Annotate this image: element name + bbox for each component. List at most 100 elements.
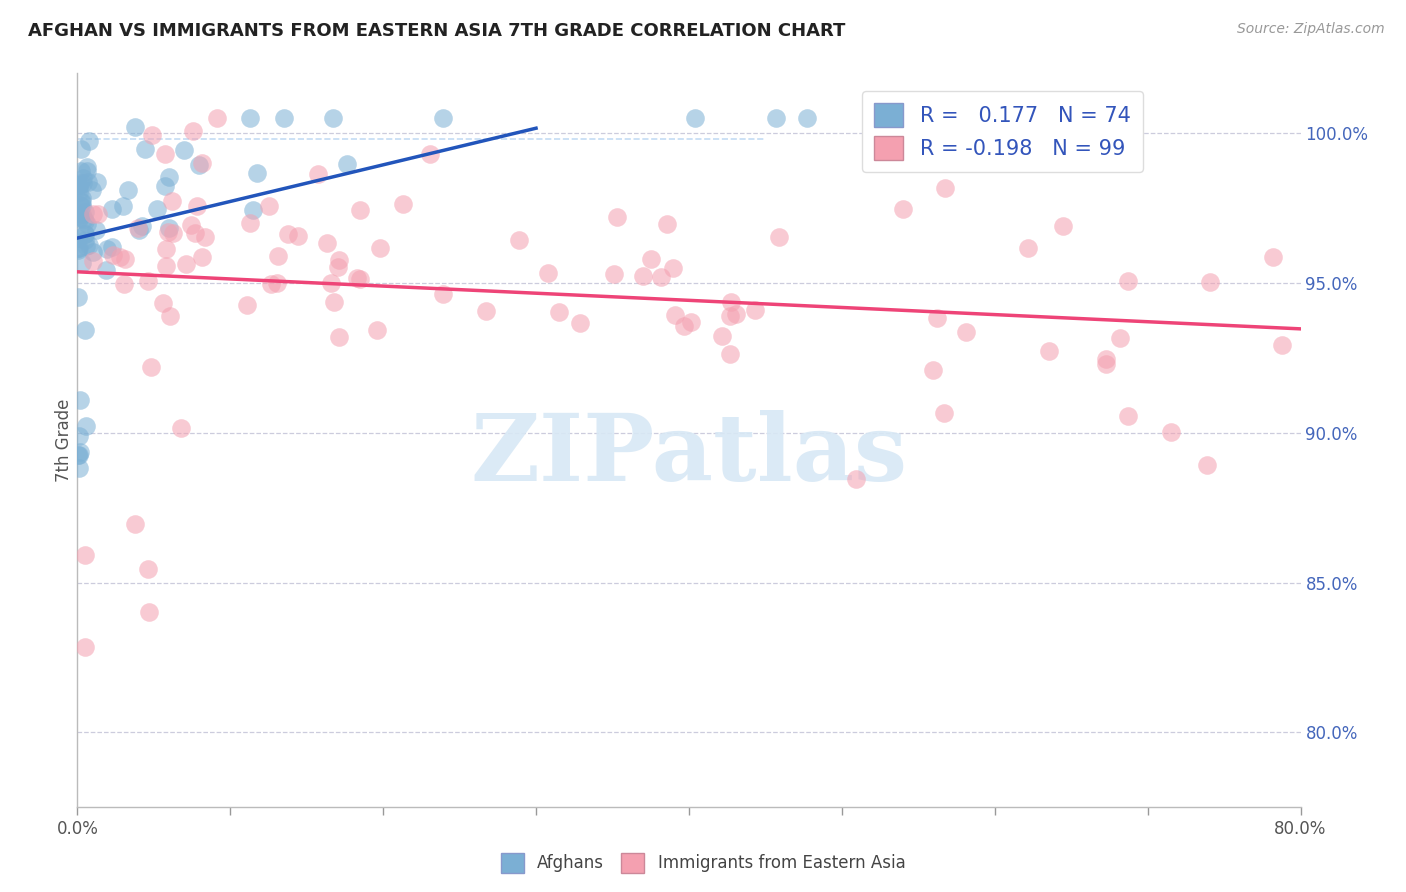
Point bbox=[73, 227, 96, 242]
Point bbox=[720, 294, 742, 309]
Point bbox=[155, 146, 177, 161]
Point bbox=[153, 178, 176, 193]
Point bbox=[67, 243, 90, 257]
Point bbox=[316, 236, 339, 251]
Point bbox=[1198, 275, 1220, 289]
Point bbox=[138, 274, 160, 288]
Point bbox=[370, 241, 392, 255]
Point bbox=[181, 124, 204, 138]
Point bbox=[67, 448, 90, 462]
Point bbox=[141, 128, 163, 142]
Point bbox=[328, 329, 350, 343]
Point bbox=[349, 202, 371, 217]
Point bbox=[152, 296, 174, 310]
Point bbox=[75, 418, 97, 433]
Point bbox=[934, 406, 956, 420]
Point bbox=[603, 267, 626, 281]
Point bbox=[134, 142, 156, 156]
Point bbox=[114, 252, 136, 267]
Point bbox=[73, 204, 96, 219]
Point bbox=[432, 111, 454, 125]
Point bbox=[349, 272, 371, 286]
Point bbox=[69, 176, 91, 190]
Point bbox=[1095, 352, 1118, 367]
Point bbox=[768, 229, 790, 244]
Point bbox=[955, 325, 977, 339]
Point bbox=[127, 220, 149, 235]
Point bbox=[157, 170, 180, 185]
Point bbox=[80, 182, 103, 196]
Point bbox=[547, 305, 569, 319]
Point bbox=[183, 226, 205, 240]
Point bbox=[138, 562, 160, 576]
Point bbox=[934, 180, 956, 194]
Point bbox=[744, 302, 766, 317]
Point bbox=[70, 194, 93, 209]
Point bbox=[112, 277, 135, 291]
Point bbox=[180, 218, 202, 232]
Point bbox=[650, 269, 672, 284]
Point bbox=[75, 214, 97, 228]
Point bbox=[683, 111, 706, 125]
Point bbox=[322, 295, 344, 310]
Point bbox=[82, 245, 104, 260]
Point bbox=[1116, 409, 1139, 424]
Point bbox=[640, 252, 662, 266]
Point bbox=[76, 161, 98, 175]
Point bbox=[103, 248, 125, 262]
Point bbox=[66, 178, 89, 192]
Point bbox=[96, 242, 118, 256]
Point bbox=[67, 180, 90, 194]
Point bbox=[508, 234, 530, 248]
Point bbox=[75, 233, 97, 247]
Point bbox=[66, 290, 89, 304]
Point bbox=[69, 445, 91, 459]
Point bbox=[661, 260, 683, 275]
Point bbox=[87, 207, 110, 221]
Point bbox=[162, 194, 184, 208]
Point bbox=[568, 316, 591, 330]
Point bbox=[194, 230, 217, 244]
Point bbox=[146, 202, 169, 216]
Point bbox=[72, 176, 94, 190]
Point bbox=[69, 163, 91, 178]
Text: Source: ZipAtlas.com: Source: ZipAtlas.com bbox=[1237, 22, 1385, 37]
Point bbox=[307, 167, 329, 181]
Point bbox=[67, 186, 90, 200]
Point bbox=[845, 472, 868, 486]
Point bbox=[69, 448, 91, 462]
Y-axis label: 7th Grade: 7th Grade bbox=[55, 399, 73, 482]
Point bbox=[1038, 344, 1060, 359]
Point bbox=[239, 111, 262, 125]
Point bbox=[73, 323, 96, 337]
Point bbox=[82, 207, 104, 221]
Point bbox=[1109, 331, 1132, 345]
Point bbox=[96, 262, 118, 277]
Point bbox=[475, 304, 498, 318]
Point bbox=[242, 203, 264, 218]
Point bbox=[73, 211, 96, 226]
Legend: Afghans, Immigrants from Eastern Asia: Afghans, Immigrants from Eastern Asia bbox=[494, 847, 912, 880]
Point bbox=[174, 257, 197, 271]
Point bbox=[277, 227, 299, 241]
Legend: R =   0.177   N = 74, R = -0.198   N = 99: R = 0.177 N = 74, R = -0.198 N = 99 bbox=[862, 91, 1143, 172]
Point bbox=[765, 111, 787, 125]
Point bbox=[67, 241, 90, 255]
Point bbox=[186, 199, 208, 213]
Point bbox=[419, 146, 441, 161]
Point bbox=[67, 231, 90, 245]
Point bbox=[927, 310, 949, 325]
Point bbox=[673, 319, 696, 334]
Point bbox=[724, 307, 747, 321]
Point bbox=[76, 176, 98, 190]
Point bbox=[319, 276, 342, 290]
Point bbox=[266, 276, 288, 290]
Point bbox=[921, 363, 943, 377]
Point bbox=[718, 309, 741, 323]
Point bbox=[191, 250, 214, 264]
Point bbox=[664, 308, 686, 322]
Point bbox=[207, 111, 229, 125]
Point bbox=[75, 239, 97, 253]
Point bbox=[239, 216, 262, 230]
Point bbox=[69, 198, 91, 212]
